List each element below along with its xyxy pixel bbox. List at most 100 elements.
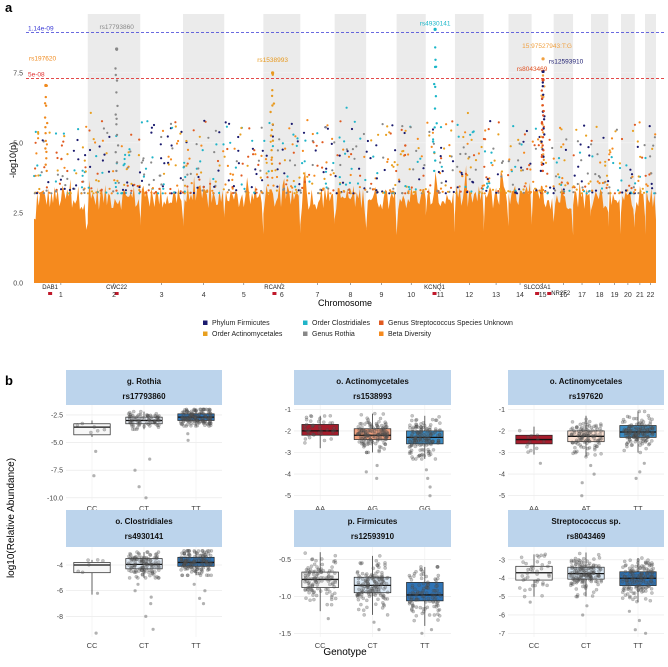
snp-point (61, 175, 64, 178)
observation-point (642, 428, 647, 432)
observation-point (524, 561, 528, 566)
observation-point (306, 581, 311, 586)
snp-point (407, 192, 410, 195)
observation-point (546, 564, 550, 569)
observation-point (381, 430, 386, 435)
observation-point (205, 415, 210, 420)
snp-point (69, 192, 72, 195)
snp-point (338, 136, 341, 139)
observation-point (383, 585, 388, 589)
facet-title: o. Clostridiales (115, 517, 173, 526)
observation-point (306, 568, 310, 573)
observation-point (535, 572, 539, 576)
snp-point (514, 165, 517, 168)
snp-point (394, 183, 397, 187)
snp-point (624, 189, 628, 192)
observation-point (137, 413, 141, 417)
observation-point (419, 453, 424, 458)
observation-point (127, 568, 131, 573)
observation-point (627, 426, 631, 431)
observation-point (319, 567, 324, 571)
facet-header (508, 370, 664, 405)
observation-point (186, 553, 191, 557)
observation-point (422, 586, 426, 591)
snp-point (294, 188, 298, 191)
chromosome-label: 13 (492, 292, 500, 299)
snp-point (237, 149, 240, 152)
snp-point (507, 190, 510, 193)
snp-point (485, 176, 488, 179)
snp-point (292, 179, 295, 183)
snp-point (404, 129, 407, 132)
observation-point (438, 421, 442, 425)
observation-point (129, 565, 134, 570)
observation-point (326, 571, 331, 575)
observation-point (623, 419, 627, 424)
snp-point (227, 179, 230, 182)
observation-point (642, 428, 646, 433)
snp-point (631, 129, 635, 132)
outlier-point (133, 589, 137, 593)
snp-point (164, 192, 167, 195)
snp-point (557, 173, 560, 176)
facet-ytick-label: -5.0 (51, 440, 63, 447)
observation-point (418, 605, 423, 610)
snp-point (218, 191, 221, 195)
snp-point (399, 153, 402, 156)
snp-point (621, 191, 624, 194)
facet-ytick-label: -5 (499, 493, 505, 500)
snp-point (42, 192, 46, 195)
snp-point (224, 121, 227, 124)
snp-point (410, 186, 413, 189)
snp-point (68, 188, 71, 192)
observation-point (198, 573, 203, 578)
peak-point (435, 122, 438, 125)
facet-ytick-label: -3 (285, 450, 291, 457)
observation-point (180, 573, 184, 578)
snp-point (313, 174, 316, 177)
snp-point (372, 188, 376, 191)
snp-point (183, 184, 187, 187)
observation-point (199, 571, 204, 575)
snp-point (329, 173, 332, 176)
snp-point (321, 141, 324, 144)
observation-point (183, 565, 187, 570)
observation-point (622, 448, 626, 453)
snp-point (233, 191, 236, 194)
observation-point (135, 419, 140, 423)
observation-point (436, 573, 441, 578)
snp-point (613, 192, 617, 195)
observation-point (583, 582, 587, 586)
observation-point (407, 573, 412, 578)
snp-point (56, 173, 60, 176)
observation-point (183, 567, 187, 571)
observation-point (101, 559, 105, 563)
peak-point (543, 133, 546, 136)
observation-point (574, 569, 579, 574)
outlier-point (428, 494, 432, 498)
snp-point (456, 186, 459, 189)
observation-point (385, 430, 389, 435)
observation-point (377, 433, 382, 437)
snp-point (247, 191, 250, 194)
snp-point (594, 173, 597, 176)
observation-point (357, 440, 362, 444)
snp-point (218, 131, 221, 134)
observation-point (133, 557, 138, 561)
observation-point (155, 575, 159, 579)
snp-point (275, 175, 279, 179)
observation-point (577, 431, 582, 436)
observation-point (437, 415, 441, 419)
observation-point (153, 419, 157, 424)
observation-point (305, 429, 310, 434)
observation-point (434, 584, 438, 589)
snp-point (596, 180, 599, 183)
snp-point (496, 173, 499, 176)
observation-point (436, 433, 440, 438)
observation-point (650, 575, 654, 580)
observation-point (127, 417, 132, 421)
observation-point (539, 566, 544, 571)
observation-point (384, 430, 388, 434)
snp-point (446, 190, 450, 193)
observation-point (150, 569, 154, 573)
